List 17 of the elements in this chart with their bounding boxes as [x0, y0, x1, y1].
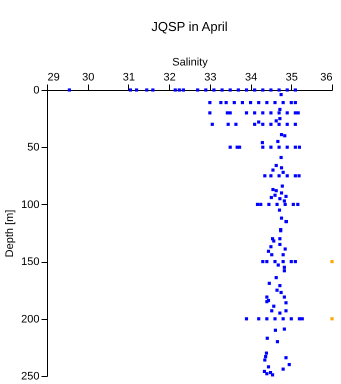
x-tick-label: 30	[82, 72, 94, 84]
x-axis-title: Salinity	[172, 56, 208, 68]
x-tick-label: 31	[122, 72, 136, 84]
y-axis-title: Depth [m]	[4, 210, 16, 258]
x-tick-label: 29	[48, 72, 60, 84]
y-tick-label: 100	[21, 198, 40, 211]
y-tick-label: 200	[21, 313, 40, 326]
y-tick-label: 150	[21, 256, 40, 268]
y-tick-label: 250	[21, 370, 40, 382]
y-tick-label: 50	[27, 142, 40, 154]
y-tick-label: 0	[33, 84, 40, 96]
x-tick-label: 34	[244, 72, 258, 84]
x-tick-label: 35	[286, 72, 298, 84]
x-tick-label: 36	[320, 72, 332, 84]
x-tick-label: 32	[164, 72, 176, 84]
chart-title: JQSP in April	[151, 19, 228, 34]
x-tick-label: 33	[204, 72, 216, 84]
